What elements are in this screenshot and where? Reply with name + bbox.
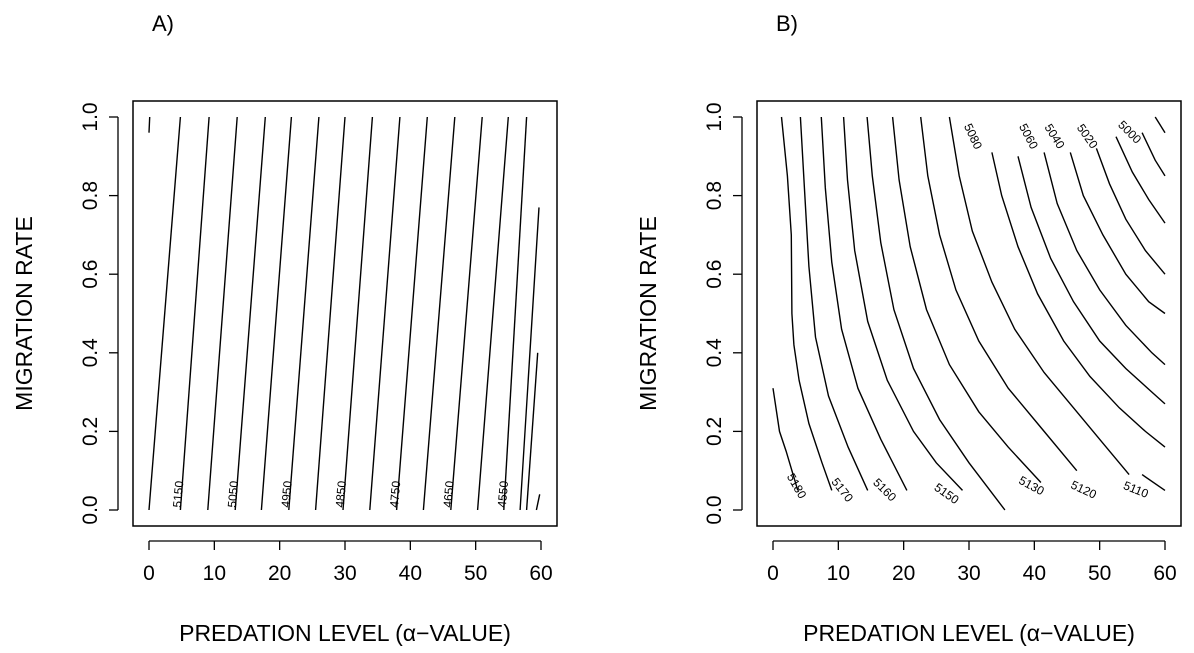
- contour-line: [476, 116, 509, 511]
- contour-label: 4950: [279, 480, 295, 508]
- contour-line: [1095, 148, 1166, 275]
- y-axis-title: MIGRATION RATE: [11, 216, 37, 411]
- contour-label: 4550: [495, 480, 511, 508]
- contour-line: [920, 116, 1078, 472]
- contour-label: 5120: [1069, 478, 1099, 502]
- x-tick-label: 50: [1088, 562, 1111, 585]
- contour-label: 4750: [387, 480, 403, 508]
- y-tick-label: 0.4: [79, 338, 102, 368]
- contour-line: [369, 116, 401, 511]
- contour-label: 5050: [225, 480, 241, 508]
- contour-line: [793, 344, 833, 491]
- contour-line: [503, 116, 528, 511]
- contour-line: [1069, 152, 1166, 315]
- contour-line: [1154, 116, 1166, 134]
- panel-b: 0 10 20 30 40 50 600.00.20.40.60.81.0PREDATION…: [635, 11, 1182, 646]
- x-tick-label: 10: [203, 562, 226, 585]
- y-tick-label: 1.0: [79, 102, 102, 131]
- y-tick-label: 0.0: [703, 495, 726, 524]
- y-tick-label: 0.6: [79, 260, 102, 289]
- contour-line: [207, 116, 238, 511]
- contour-label: 5160: [870, 475, 899, 504]
- contour-line: [450, 116, 483, 511]
- x-tick-label: 20: [268, 562, 291, 585]
- x-tick-label: 30: [957, 562, 980, 585]
- x-tick-label: 60: [1153, 562, 1176, 585]
- contour-line: [772, 388, 799, 491]
- contour-line: [288, 116, 320, 511]
- x-tick-label: 50: [464, 562, 487, 585]
- x-tick-label: 10: [827, 562, 850, 585]
- contour-line: [1115, 136, 1166, 224]
- x-tick-label: 40: [399, 562, 422, 585]
- y-tick-label: 0.8: [79, 181, 102, 210]
- contour-label: 5110: [1121, 478, 1150, 501]
- contour-label: 4650: [441, 480, 457, 508]
- x-tick-label: 60: [529, 562, 552, 585]
- y-tick-label: 0.6: [703, 260, 726, 289]
- contour-line: [395, 116, 428, 511]
- contour-label: 5060: [1016, 121, 1041, 151]
- x-tick-label: 0: [143, 562, 155, 585]
- x-axis-title: PREDATION LEVEL (α−VALUE): [179, 620, 511, 646]
- contour-line: [842, 116, 964, 491]
- plot-frame: [756, 100, 1182, 527]
- x-tick-label: 0: [767, 562, 779, 585]
- contour-lines: [148, 116, 541, 511]
- contour-line: [519, 207, 540, 511]
- contour-line: [148, 116, 182, 511]
- contour-label: 5020: [1074, 121, 1101, 151]
- panel-a: 0 10 20 30 40 50 60 0.0 0.2 0.4 0.6 0.8 1.0 PREDATION…: [11, 11, 558, 646]
- contour-line: [342, 116, 374, 511]
- contour-line: [1141, 132, 1166, 177]
- contour-line: [891, 116, 1042, 483]
- x-tick-label: 20: [892, 562, 915, 585]
- y-tick-label: 0.2: [703, 417, 726, 446]
- contour-line: [1043, 152, 1166, 366]
- contour-label: 5040: [1042, 121, 1068, 151]
- contour-label: 4850: [333, 480, 349, 508]
- contour-label: 5080: [961, 121, 985, 151]
- contour-label: 5150: [170, 480, 186, 508]
- y-tick-label: 0.8: [703, 181, 726, 210]
- contour-label: 5130: [1016, 473, 1046, 498]
- y-tick-label: 0.0: [79, 495, 102, 524]
- contour-line: [148, 116, 151, 133]
- y-tick-label: 1.0: [703, 102, 726, 131]
- contour-label: 5180: [784, 471, 810, 501]
- contour-line: [799, 116, 869, 491]
- contour-line: [1017, 156, 1166, 405]
- contour-line: [234, 116, 266, 511]
- contour-line: [948, 116, 1130, 476]
- x-axis-title: PREDATION LEVEL (α−VALUE): [803, 620, 1135, 646]
- contour-line: [422, 116, 456, 511]
- contour-line: [314, 116, 346, 511]
- contour-line: [260, 116, 293, 511]
- y-tick-label: 0.4: [703, 338, 726, 368]
- contour-line: [991, 152, 1166, 448]
- panel-label: A): [152, 11, 174, 36]
- y-axis-title: MIGRATION RATE: [635, 216, 661, 411]
- panel-label: B): [776, 11, 798, 36]
- x-tick-label: 30: [333, 562, 356, 585]
- contour-line: [1141, 474, 1166, 491]
- contour-line: [525, 352, 539, 511]
- contour-lines: [772, 116, 1166, 511]
- contour-line: [780, 116, 795, 345]
- contour-label: 5170: [829, 475, 857, 505]
- contour-line: [179, 116, 210, 511]
- y-tick-label: 0.2: [79, 417, 102, 446]
- plot-frame: [132, 100, 558, 527]
- contour-line: [535, 494, 541, 511]
- contour-label: 5000: [1115, 118, 1144, 147]
- contour-line: [820, 116, 908, 491]
- x-tick-label: 40: [1023, 562, 1046, 585]
- contour-line: [866, 116, 1006, 511]
